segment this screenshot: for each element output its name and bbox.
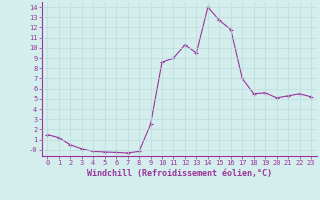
X-axis label: Windchill (Refroidissement éolien,°C): Windchill (Refroidissement éolien,°C) [87,169,272,178]
